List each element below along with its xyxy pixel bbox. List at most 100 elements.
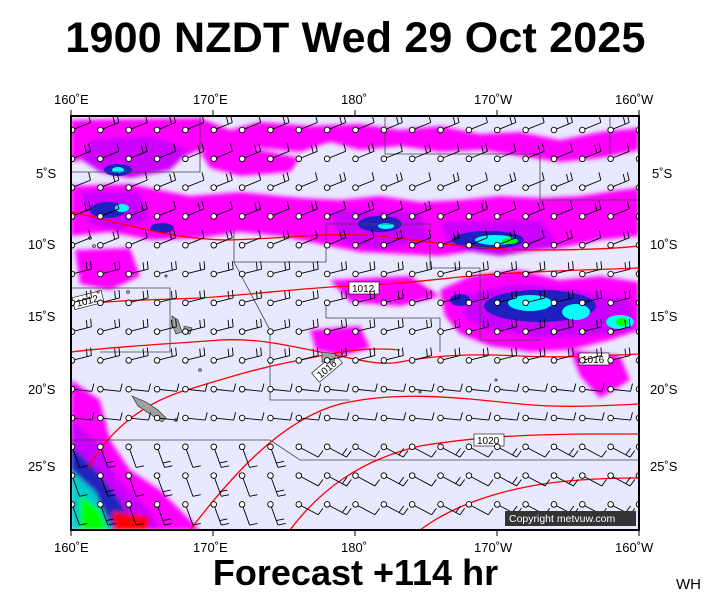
wind-barb	[97, 412, 123, 422]
wind-barb	[550, 201, 573, 220]
wind-barb	[522, 229, 545, 249]
wind-barb	[437, 383, 463, 393]
wind-barb	[437, 289, 461, 307]
wind-barb	[380, 501, 409, 516]
wind-barb	[408, 443, 437, 458]
wind-barb	[380, 201, 403, 220]
wind-barb	[182, 383, 208, 393]
left-lat-label-25s: 25˚S	[28, 459, 56, 474]
wind-barb	[153, 501, 173, 526]
wind-barb	[153, 347, 177, 364]
wind-barb	[210, 143, 233, 163]
wind-barb	[352, 501, 381, 516]
wind-barb	[408, 172, 432, 191]
wind-barb	[465, 289, 489, 307]
wind-barb	[295, 201, 318, 220]
wind-barb	[494, 289, 518, 307]
author-initials: WH	[676, 576, 701, 593]
wind-barb	[522, 443, 551, 458]
wind-barb	[635, 472, 639, 479]
wind-barb	[380, 172, 403, 191]
wind-barb	[550, 383, 577, 393]
wind-barb	[408, 412, 435, 422]
wind-barb	[465, 501, 494, 516]
wind-barb	[125, 261, 149, 278]
wind-barb	[522, 472, 551, 487]
wind-barb	[380, 318, 404, 335]
wind-barb	[153, 261, 177, 278]
wind-barb	[635, 443, 639, 451]
wind-barb	[352, 472, 381, 487]
wind-barb	[267, 412, 293, 422]
wind-barb	[238, 383, 265, 393]
wind-barb	[295, 443, 324, 458]
wind-barb	[238, 143, 262, 163]
wind-barb	[494, 172, 517, 191]
top-lon-label-180: 180˚	[341, 92, 368, 107]
wind-barb	[465, 201, 488, 220]
wind-barb	[295, 116, 318, 134]
wind-barb	[550, 261, 574, 278]
wind-barb	[380, 412, 407, 422]
forecast-label: Forecast +114 hr	[212, 552, 499, 593]
wind-barb	[182, 318, 206, 335]
wind-barb	[323, 383, 350, 393]
wind-barb	[97, 383, 123, 393]
wind-barb	[238, 412, 265, 422]
wind-barb	[238, 289, 262, 307]
wind-barb	[522, 383, 548, 393]
wind-barb	[125, 143, 148, 163]
wind-barb	[437, 412, 463, 422]
wind-barb	[494, 412, 520, 422]
wind-barb	[182, 501, 201, 526]
wind-barb	[522, 318, 546, 335]
wind-barb	[210, 443, 230, 468]
wind-barb	[210, 412, 237, 422]
wind-barb	[210, 383, 237, 393]
wind-barb	[437, 201, 460, 220]
wind-barb	[465, 318, 489, 335]
copyright-text: Copyright metvuw.com	[509, 513, 615, 525]
wind-barb	[210, 229, 233, 249]
right-lat-label-10s: 10˚S	[650, 237, 678, 252]
copyright-box	[505, 511, 636, 526]
wind-barb	[97, 116, 120, 134]
wind-barb	[579, 443, 607, 458]
wind-barb	[380, 347, 404, 364]
wind-barb	[579, 472, 607, 487]
wind-barb	[323, 172, 347, 191]
wind-barb	[238, 318, 262, 335]
wind-barb	[210, 172, 233, 191]
wind-barb	[352, 347, 376, 364]
wind-barb	[522, 116, 545, 134]
wind-barb	[408, 201, 432, 220]
wind-barb	[97, 172, 120, 191]
wind-barb	[465, 229, 488, 249]
wind-barb	[607, 383, 633, 393]
wind-barb	[295, 501, 324, 516]
wind-barb	[182, 172, 205, 191]
wind-barb	[153, 443, 173, 468]
wind-barb	[607, 289, 631, 307]
wind-barb	[323, 229, 347, 249]
wind-barb	[352, 289, 376, 307]
wind-barb	[97, 501, 116, 526]
wind-barb	[550, 116, 573, 134]
wind-barb	[550, 443, 579, 458]
wind-barb	[182, 229, 205, 249]
wind-barb	[522, 143, 545, 163]
right-lat-label-25s: 25˚S	[650, 459, 678, 474]
wind-barb	[579, 261, 603, 278]
axis-ticks	[70, 110, 640, 536]
wind-barb	[295, 318, 319, 335]
wind-barb	[522, 289, 546, 307]
wind-barb	[579, 143, 602, 163]
wind-barb	[182, 472, 201, 497]
left-lat-label-20s: 20˚S	[28, 382, 56, 397]
bottom-lon-label-160w: 160˚W	[615, 540, 654, 555]
wind-barb	[522, 201, 545, 220]
wind-barb	[579, 347, 603, 364]
wind-barb	[238, 472, 258, 497]
wind-barb	[153, 143, 177, 163]
